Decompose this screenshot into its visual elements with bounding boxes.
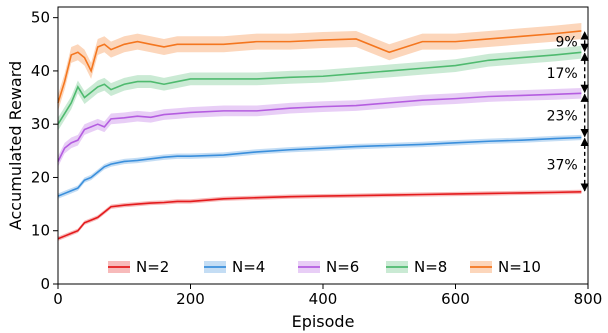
y-tick-label: 40 <box>31 62 50 80</box>
legend-label: N=8 <box>414 258 447 276</box>
band-n4 <box>58 134 582 199</box>
y-tick-label: 50 <box>31 9 50 27</box>
x-tick-label: 400 <box>309 290 338 308</box>
y-axis-label: Accumulated Reward <box>6 61 25 230</box>
gap-percent-label: 23% <box>547 108 578 124</box>
band-n8 <box>58 45 582 131</box>
legend-item-n2: N=2 <box>108 258 169 276</box>
legend-item-n10: N=10 <box>470 258 541 276</box>
series-lines <box>57 30 582 240</box>
series-line-n6 <box>57 92 582 162</box>
gap-percent-label: 17% <box>547 66 578 82</box>
band-n6 <box>58 87 582 167</box>
legend-item-n8: N=8 <box>386 258 447 276</box>
series-line-n4 <box>57 136 582 197</box>
confidence-bands <box>58 22 582 241</box>
gap-annotations: 37% 23% 17% 9% <box>547 31 589 192</box>
gap-percent-label: 37% <box>547 158 578 174</box>
legend-item-n6: N=6 <box>298 258 359 276</box>
x-tick-label: 0 <box>53 290 63 308</box>
y-tick-label: 10 <box>31 222 50 240</box>
x-tick-label: 800 <box>574 290 603 308</box>
x-axis-label: Episode <box>292 312 355 331</box>
axes: 0 200 400 600 800 0 10 20 30 40 50 <box>31 6 603 308</box>
legend-label: N=6 <box>326 258 359 276</box>
series-line-n2 <box>57 191 582 240</box>
x-tick-label: 600 <box>441 290 470 308</box>
y-tick-label: 20 <box>31 168 50 186</box>
band-n2 <box>58 189 582 241</box>
legend-item-n4: N=4 <box>204 258 265 276</box>
y-tick-label: 0 <box>40 275 50 293</box>
gap-percent-label: 9% <box>555 35 577 51</box>
series-line-n8 <box>57 51 582 125</box>
legend-label: N=4 <box>232 258 265 276</box>
x-tick-label: 200 <box>176 290 205 308</box>
series-line-n10 <box>57 30 582 104</box>
legend-label: N=2 <box>136 258 169 276</box>
legend-label: N=10 <box>498 258 541 276</box>
legend: N=2 N=4 N=6 N=8 N=10 <box>108 258 541 276</box>
y-tick-label: 30 <box>31 115 50 133</box>
